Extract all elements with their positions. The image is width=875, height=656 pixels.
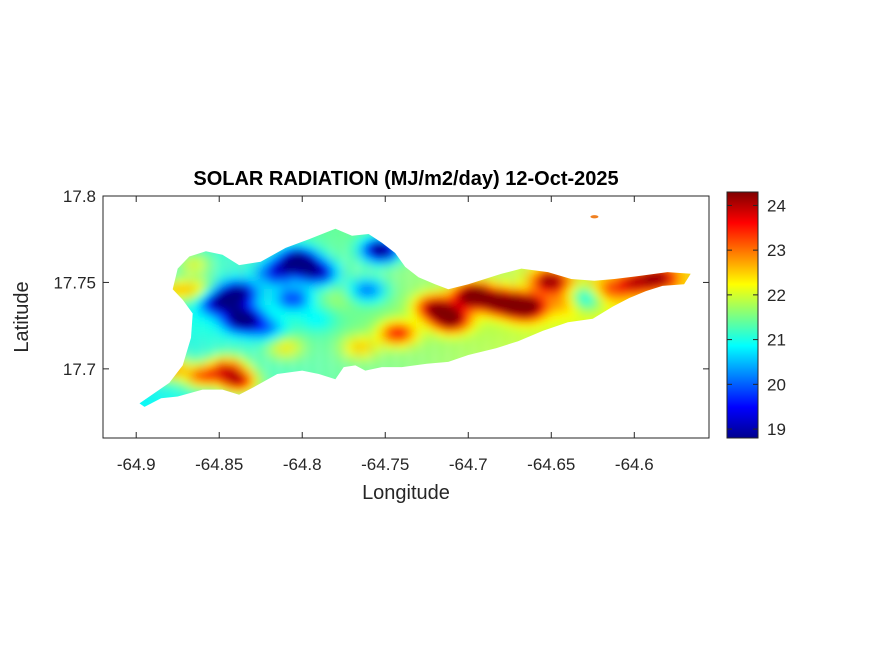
islet-marker (590, 215, 599, 219)
y-axis: 17.7 17.75 17.8 (53, 187, 709, 379)
plot-area: -64.9 -64.85 -64.8 -64.75 -64.7 -64.65 -64.6 1… (53, 187, 710, 474)
x-axis-label: Longitude (362, 482, 450, 504)
colorbar-tick-label: 20 (767, 375, 786, 394)
axes-frame (102, 195, 710, 439)
colorbar-tick-label: 24 (767, 196, 786, 215)
y-tick-label: 17.7 (63, 360, 96, 379)
x-tick-label: -64.75 (361, 455, 409, 474)
colorbar-tick-label: 23 (767, 241, 786, 260)
colorbar-tick-label: 22 (767, 286, 786, 305)
x-axis: -64.9 -64.85 -64.8 -64.75 -64.7 -64.65 -64.6 (117, 196, 654, 474)
y-tick-label: 17.8 (63, 187, 96, 206)
y-tick-label: 17.75 (53, 273, 96, 292)
colorbar-tick-label: 19 (767, 420, 786, 439)
x-tick-label: -64.7 (449, 455, 488, 474)
x-tick-label: -64.8 (283, 455, 322, 474)
colorbar-ticks: 19 20 21 22 23 24 (727, 196, 786, 439)
x-tick-label: -64.85 (195, 455, 243, 474)
colorbar-frame (726, 191, 759, 439)
x-tick-label: -64.9 (117, 455, 156, 474)
chart-title: SOLAR RADIATION (MJ/m2/day) 12-Oct-2025 (193, 168, 618, 190)
colorbar-tick-label: 21 (767, 331, 786, 350)
x-tick-label: -64.65 (527, 455, 575, 474)
x-tick-label: -64.6 (615, 455, 654, 474)
colorbar-gradient (727, 192, 758, 438)
colorbar: 19 20 21 22 23 24 (726, 191, 786, 439)
y-axis-label: Latitude (11, 281, 33, 352)
